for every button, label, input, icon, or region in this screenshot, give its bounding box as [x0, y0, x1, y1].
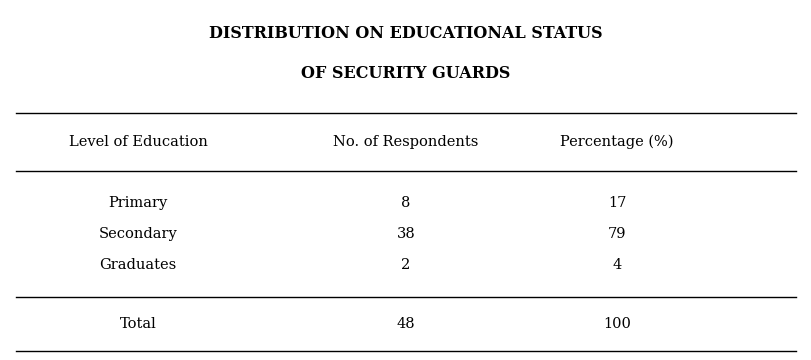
Text: 8: 8	[401, 197, 410, 210]
Text: 100: 100	[603, 317, 630, 331]
Text: No. of Respondents: No. of Respondents	[333, 135, 478, 149]
Text: OF SECURITY GUARDS: OF SECURITY GUARDS	[301, 65, 510, 82]
Text: 4: 4	[611, 258, 621, 271]
Text: 79: 79	[607, 227, 625, 241]
Text: DISTRIBUTION ON EDUCATIONAL STATUS: DISTRIBUTION ON EDUCATIONAL STATUS	[209, 25, 602, 42]
Text: Graduates: Graduates	[99, 258, 177, 271]
Text: Secondary: Secondary	[99, 227, 177, 241]
Text: Level of Education: Level of Education	[68, 135, 208, 149]
Text: 17: 17	[607, 197, 625, 210]
Text: 2: 2	[401, 258, 410, 271]
Text: Total: Total	[119, 317, 157, 331]
Text: Primary: Primary	[109, 197, 167, 210]
Text: Percentage (%): Percentage (%)	[560, 135, 673, 149]
Text: 48: 48	[397, 317, 414, 331]
Text: 38: 38	[396, 227, 415, 241]
